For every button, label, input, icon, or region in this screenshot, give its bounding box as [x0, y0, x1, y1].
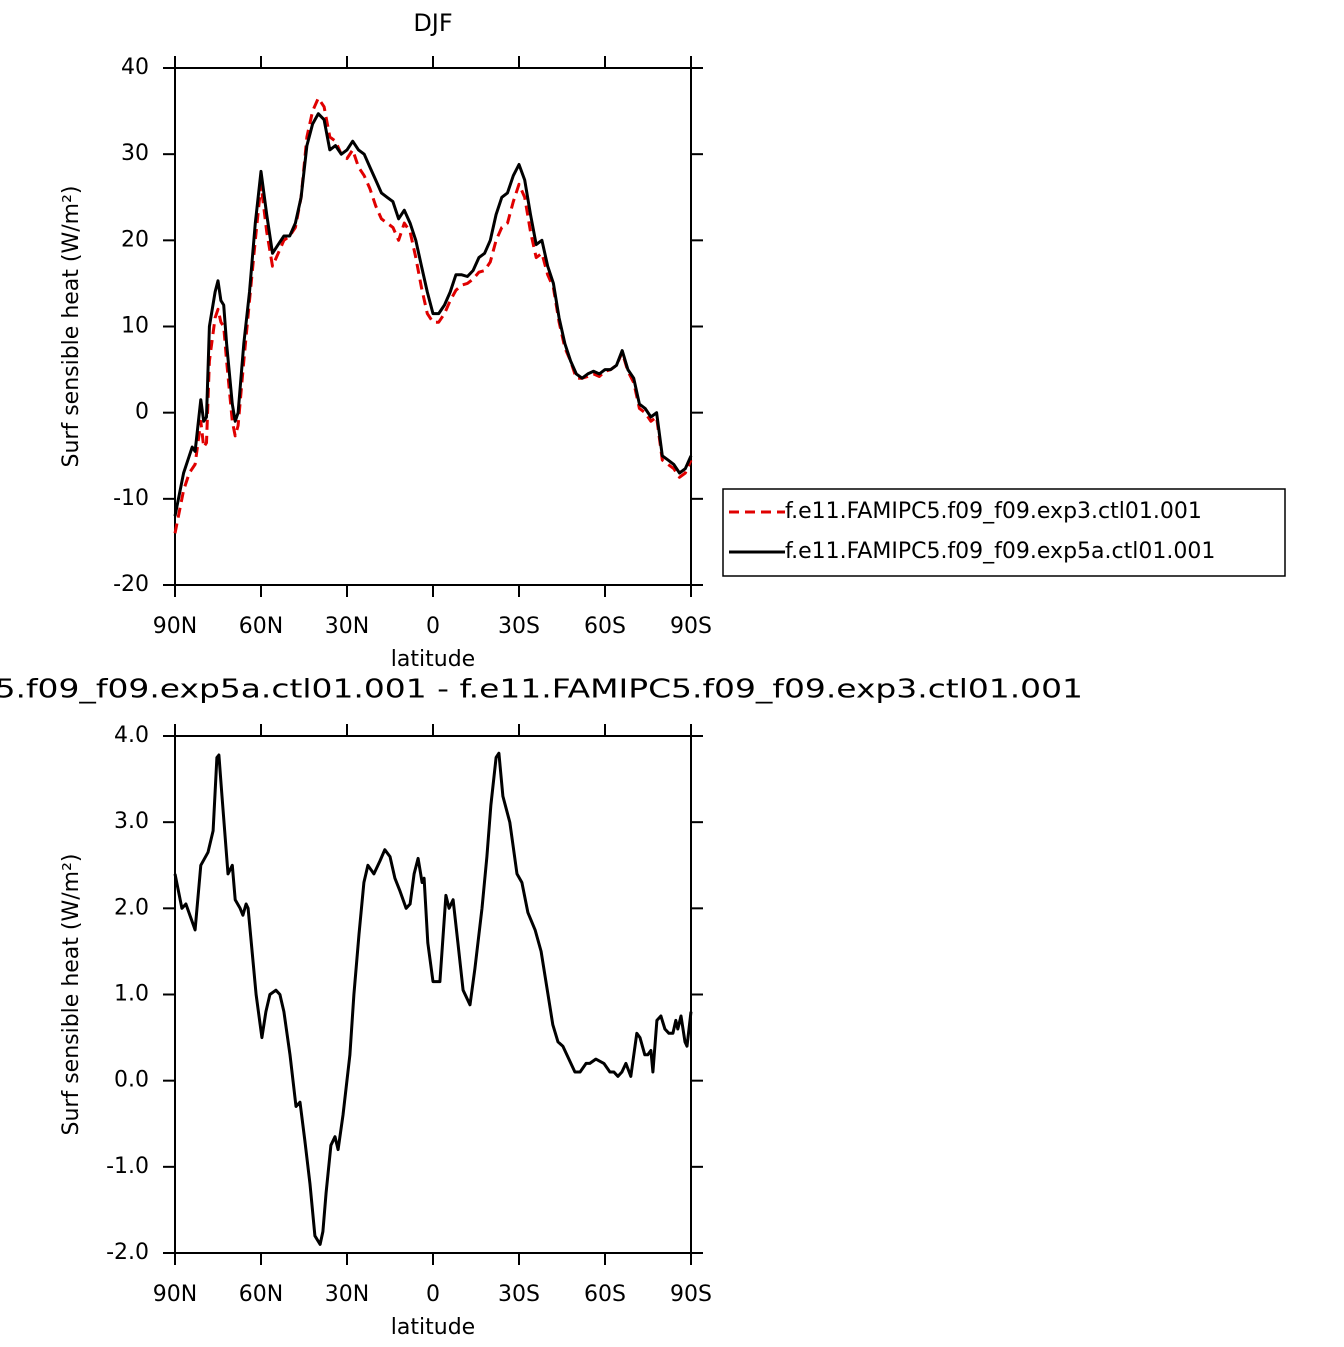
y-tick-label: -1.0 — [106, 1154, 149, 1179]
x-axis-label: latitude — [391, 647, 475, 672]
x-tick-label: 90S — [670, 614, 712, 639]
y-tick-label: 20 — [121, 227, 149, 252]
y-tick-label: -20 — [113, 572, 149, 597]
y-tick-label: 4.0 — [114, 723, 149, 748]
y-tick-label: 3.0 — [114, 809, 149, 834]
x-tick-label: 30N — [325, 614, 369, 639]
y-tick-label: 40 — [121, 55, 149, 80]
chart-title: f.e11.FAMIPC5.f09_f09.exp5a.ctl01.001 - … — [0, 675, 1083, 705]
y-axis-label: Surf sensible heat (W/m²) — [59, 186, 84, 468]
legend-box — [722, 488, 1286, 577]
x-tick-label: 30S — [498, 614, 540, 639]
x-tick-label: 90N — [153, 1282, 197, 1307]
plot-frame — [174, 67, 692, 586]
chart-title: DJF — [413, 9, 452, 37]
series-line — [173, 96, 693, 534]
x-tick-label: 90S — [670, 1282, 712, 1307]
x-tick-label: 60S — [584, 1282, 626, 1307]
legend-label: f.e11.FAMIPC5.f09_f09.exp3.ctl01.001 — [785, 499, 1202, 524]
y-tick-label: 30 — [121, 141, 149, 166]
x-axis-label: latitude — [391, 1315, 475, 1340]
y-tick-label: -10 — [113, 486, 149, 511]
x-tick-label: 0 — [426, 614, 440, 639]
y-tick-label: 10 — [121, 314, 149, 339]
x-tick-label: 90N — [153, 614, 197, 639]
legend-label: f.e11.FAMIPC5.f09_f09.exp5a.ctl01.001 — [785, 539, 1215, 564]
series-line — [173, 112, 693, 517]
y-tick-label: 0 — [135, 400, 149, 425]
y-tick-label: 1.0 — [114, 982, 149, 1007]
x-tick-label: 60S — [584, 614, 626, 639]
y-axis-label: Surf sensible heat (W/m²) — [59, 854, 84, 1136]
x-tick-label: 30N — [325, 1282, 369, 1307]
x-tick-label: 60N — [239, 614, 283, 639]
x-tick-label: 30S — [498, 1282, 540, 1307]
y-tick-label: -2.0 — [106, 1240, 149, 1265]
x-tick-label: 60N — [239, 1282, 283, 1307]
series-line — [173, 751, 693, 1246]
x-tick-label: 0 — [426, 1282, 440, 1307]
y-tick-label: 2.0 — [114, 895, 149, 920]
plot-frame — [174, 735, 692, 1254]
y-tick-label: 0.0 — [114, 1068, 149, 1093]
